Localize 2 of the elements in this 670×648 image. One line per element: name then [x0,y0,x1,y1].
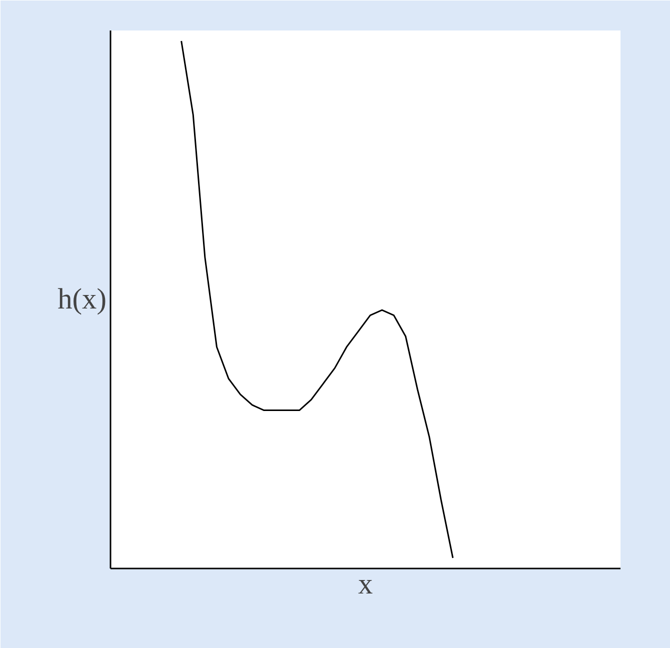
y-axis-title: h(x) [58,284,107,316]
x-axis-title: x [358,568,374,600]
